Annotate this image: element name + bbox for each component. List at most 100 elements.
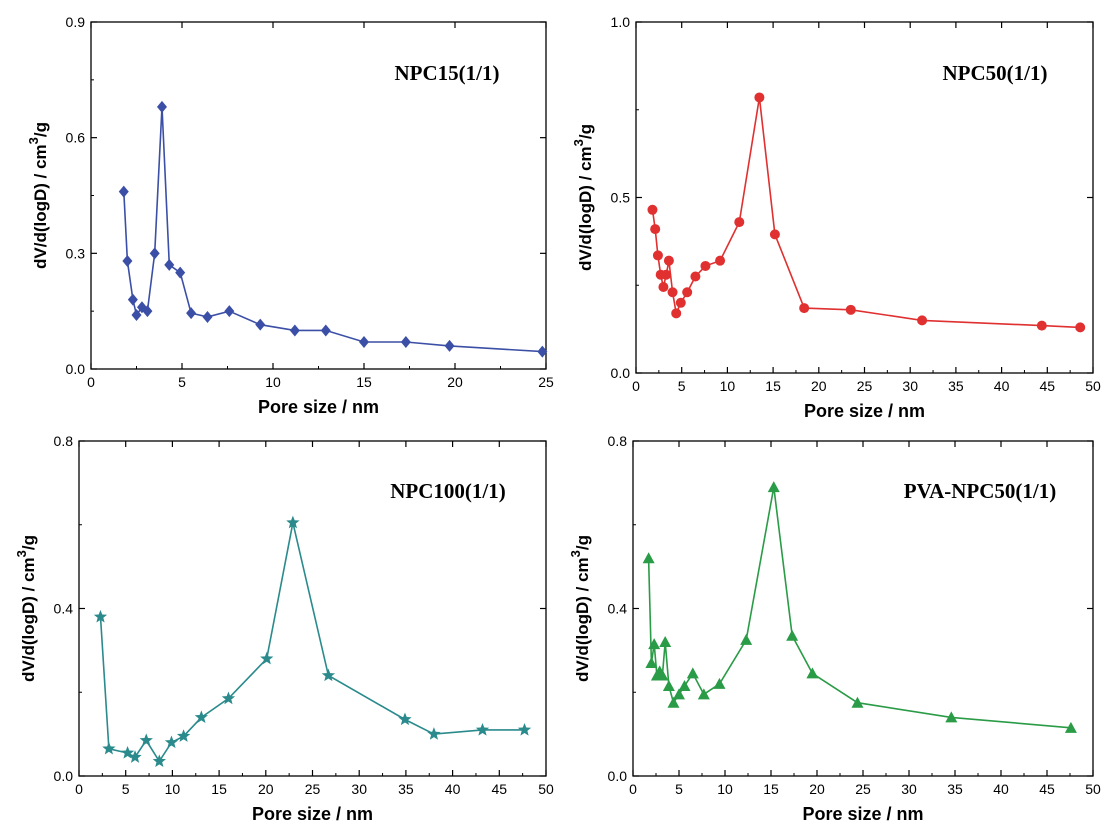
data-point	[713, 677, 726, 689]
y-tick-label: 0.4	[54, 601, 74, 617]
data-point	[678, 679, 691, 691]
x-tick-label: 20	[809, 781, 825, 797]
data-point	[537, 345, 548, 358]
data-point	[767, 481, 780, 493]
data-point	[715, 255, 726, 266]
x-tick-label: 35	[948, 378, 964, 394]
panel-label: NPC15(1/1)	[395, 61, 500, 85]
data-point	[648, 638, 661, 650]
data-point	[667, 696, 680, 708]
x-tick-label: 20	[447, 374, 463, 390]
panel-pva-npc50: 0 5 10 15 20 25 30 35 40 45 50 0.0 0.4 0.8 Pore size /…	[568, 433, 1101, 824]
y-tick-label: 0.0	[66, 361, 86, 377]
data-point	[142, 305, 153, 318]
x-tick-label: 15	[765, 378, 781, 394]
x-tick-label: 25	[538, 374, 554, 390]
panel-label: PVA-NPC50(1/1)	[904, 479, 1056, 503]
x-tick-label: 10	[165, 781, 181, 797]
data-point	[221, 691, 236, 705]
y-tick-label: 0.3	[66, 245, 86, 261]
x-tick-label: 20	[811, 378, 827, 394]
data-point	[697, 688, 710, 700]
x-tick-label: 30	[902, 378, 918, 394]
data-point	[427, 727, 441, 740]
x-axis-label: Pore size / nm	[258, 397, 379, 417]
x-tick-label: 45	[1040, 378, 1056, 394]
data-point	[122, 255, 133, 268]
x-tick-label: 30	[901, 781, 917, 797]
data-point	[658, 282, 669, 293]
data-point	[127, 293, 138, 306]
data-point	[517, 722, 532, 736]
data-point	[686, 667, 699, 679]
x-tick-label: 50	[1085, 378, 1101, 394]
data-point	[139, 733, 153, 747]
x-axis-label: Pore size / nm	[804, 401, 925, 421]
x-tick-label: 30	[351, 781, 367, 797]
data-point	[671, 308, 682, 319]
data-point	[663, 255, 674, 266]
data-point	[186, 307, 197, 320]
data-point	[769, 229, 780, 240]
data-point	[321, 668, 336, 682]
data-point	[152, 754, 166, 768]
data-point	[202, 310, 213, 323]
data-point	[786, 629, 799, 641]
y-tick-label: 1.0	[611, 14, 631, 30]
x-tick-label: 50	[1085, 781, 1101, 797]
y-tick-label: 0.6	[66, 130, 86, 146]
data-point	[175, 266, 186, 279]
data-point	[1075, 322, 1086, 333]
data-point	[661, 269, 672, 280]
series-line	[99, 522, 525, 763]
x-axis-label: Pore size / nm	[802, 804, 923, 824]
data-point	[118, 185, 129, 198]
data-point	[845, 304, 856, 315]
data-point	[475, 722, 490, 736]
data-point	[652, 250, 663, 261]
data-point	[255, 318, 266, 331]
data-point	[164, 735, 179, 749]
panel-label: NPC100(1/1)	[390, 479, 505, 503]
data-point	[650, 224, 661, 235]
y-tick-label: 0.5	[611, 190, 631, 206]
data-point	[194, 710, 209, 724]
data-point	[398, 712, 412, 726]
data-point	[1036, 320, 1047, 331]
data-point	[740, 633, 753, 645]
x-tick-label: 40	[445, 781, 461, 797]
x-tick-label: 0	[87, 374, 95, 390]
data-point	[690, 271, 701, 282]
y-axis-label: dV/d(logD) / cm3/g	[571, 124, 595, 271]
x-tick-label: 25	[305, 781, 321, 797]
data-point	[647, 204, 658, 215]
data-point	[917, 315, 928, 326]
y-tick-label: 0.4	[608, 601, 628, 617]
data-point	[675, 297, 686, 308]
x-tick-label: 0	[75, 781, 83, 797]
y-axis-label: dV/d(logD) / cm3/g	[568, 535, 592, 682]
x-tick-label: 5	[675, 781, 683, 797]
data-point	[851, 696, 864, 708]
data-point	[176, 729, 191, 742]
y-tick-label: 0.0	[611, 365, 631, 381]
x-tick-label: 15	[211, 781, 227, 797]
x-tick-label: 15	[763, 781, 779, 797]
y-axis-label: dV/d(logD) / cm3/g	[14, 535, 38, 682]
x-tick-label: 5	[678, 378, 686, 394]
data-point	[164, 258, 175, 271]
data-point	[667, 287, 678, 298]
data-point	[1064, 721, 1077, 733]
data-point	[656, 669, 669, 681]
data-point	[799, 303, 810, 314]
x-tick-label: 5	[122, 781, 130, 797]
x-axis-label: Pore size / nm	[252, 804, 373, 824]
data-point	[289, 324, 300, 337]
data-point	[645, 656, 658, 668]
x-tick-label: 45	[492, 781, 508, 797]
x-tick-label: 20	[258, 781, 274, 797]
data-point	[754, 92, 765, 103]
y-tick-label: 0.8	[54, 433, 74, 449]
panel-npc50: 0 5 10 15 20 25 30 35 40 45 50 0.0 0.5 1.0 Pore size /…	[571, 14, 1101, 421]
